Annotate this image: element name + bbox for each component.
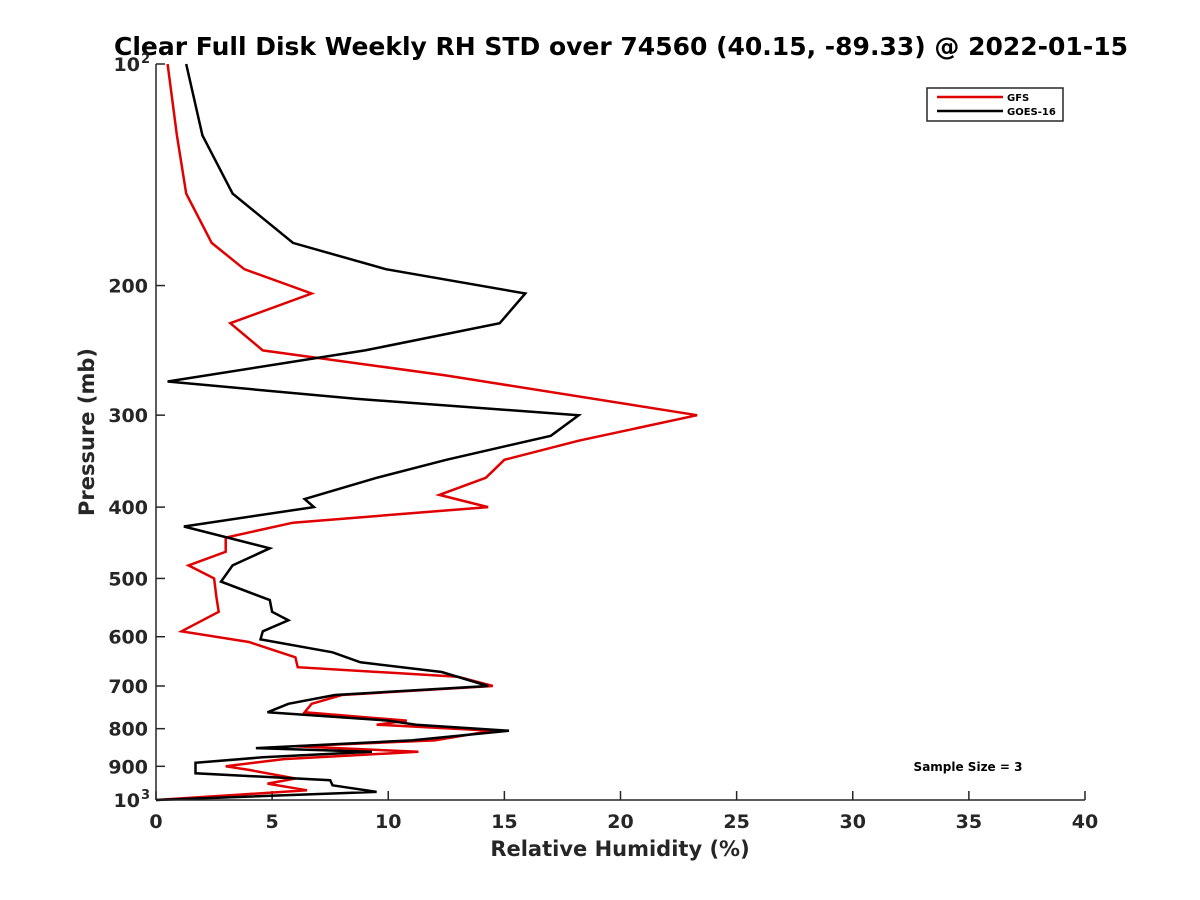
x-tick-label: 40 <box>1072 811 1098 833</box>
y-tick-label: 300 <box>108 405 148 427</box>
series-line-gfs <box>155 63 698 802</box>
y-tick-exponent: 3 <box>141 788 150 803</box>
legend-label: GOES-16 <box>1007 107 1056 118</box>
x-tick-label: 15 <box>491 811 517 833</box>
y-tick-label: 400 <box>108 497 148 519</box>
x-axis-label: Relative Humidity (%) <box>490 837 749 861</box>
x-tick-label: 25 <box>723 811 749 833</box>
series-line-goes-16 <box>155 63 583 802</box>
legend-box <box>926 87 1064 122</box>
y-tick-label: 700 <box>108 676 148 698</box>
chart-title: Clear Full Disk Weekly RH STD over 74560… <box>114 32 1128 61</box>
x-tick-label: 10 <box>375 811 401 833</box>
x-tick-label: 0 <box>149 811 162 833</box>
y-tick-label: 800 <box>108 719 148 741</box>
y-tick-exponent: 2 <box>141 52 150 67</box>
x-tick-label: 5 <box>266 811 279 833</box>
y-tick-label: 200 <box>108 276 148 298</box>
x-tick-label: 35 <box>956 811 982 833</box>
y-tick-label: 900 <box>108 756 148 778</box>
y-tick-label: 500 <box>108 568 148 590</box>
legend-label: GFS <box>1007 93 1029 104</box>
x-tick-label: 20 <box>607 811 633 833</box>
y-tick-label: 10 <box>114 54 140 76</box>
x-tick-label: 30 <box>840 811 866 833</box>
series-layer <box>155 63 698 802</box>
legend: GFS GOES-16 <box>926 87 1064 122</box>
sample-size-annotation: Sample Size = 3 <box>914 760 1023 774</box>
y-tick-label: 600 <box>108 627 148 649</box>
y-tick-label: 10 <box>114 790 140 812</box>
y-axis-label: Pressure (mb) <box>75 348 99 516</box>
